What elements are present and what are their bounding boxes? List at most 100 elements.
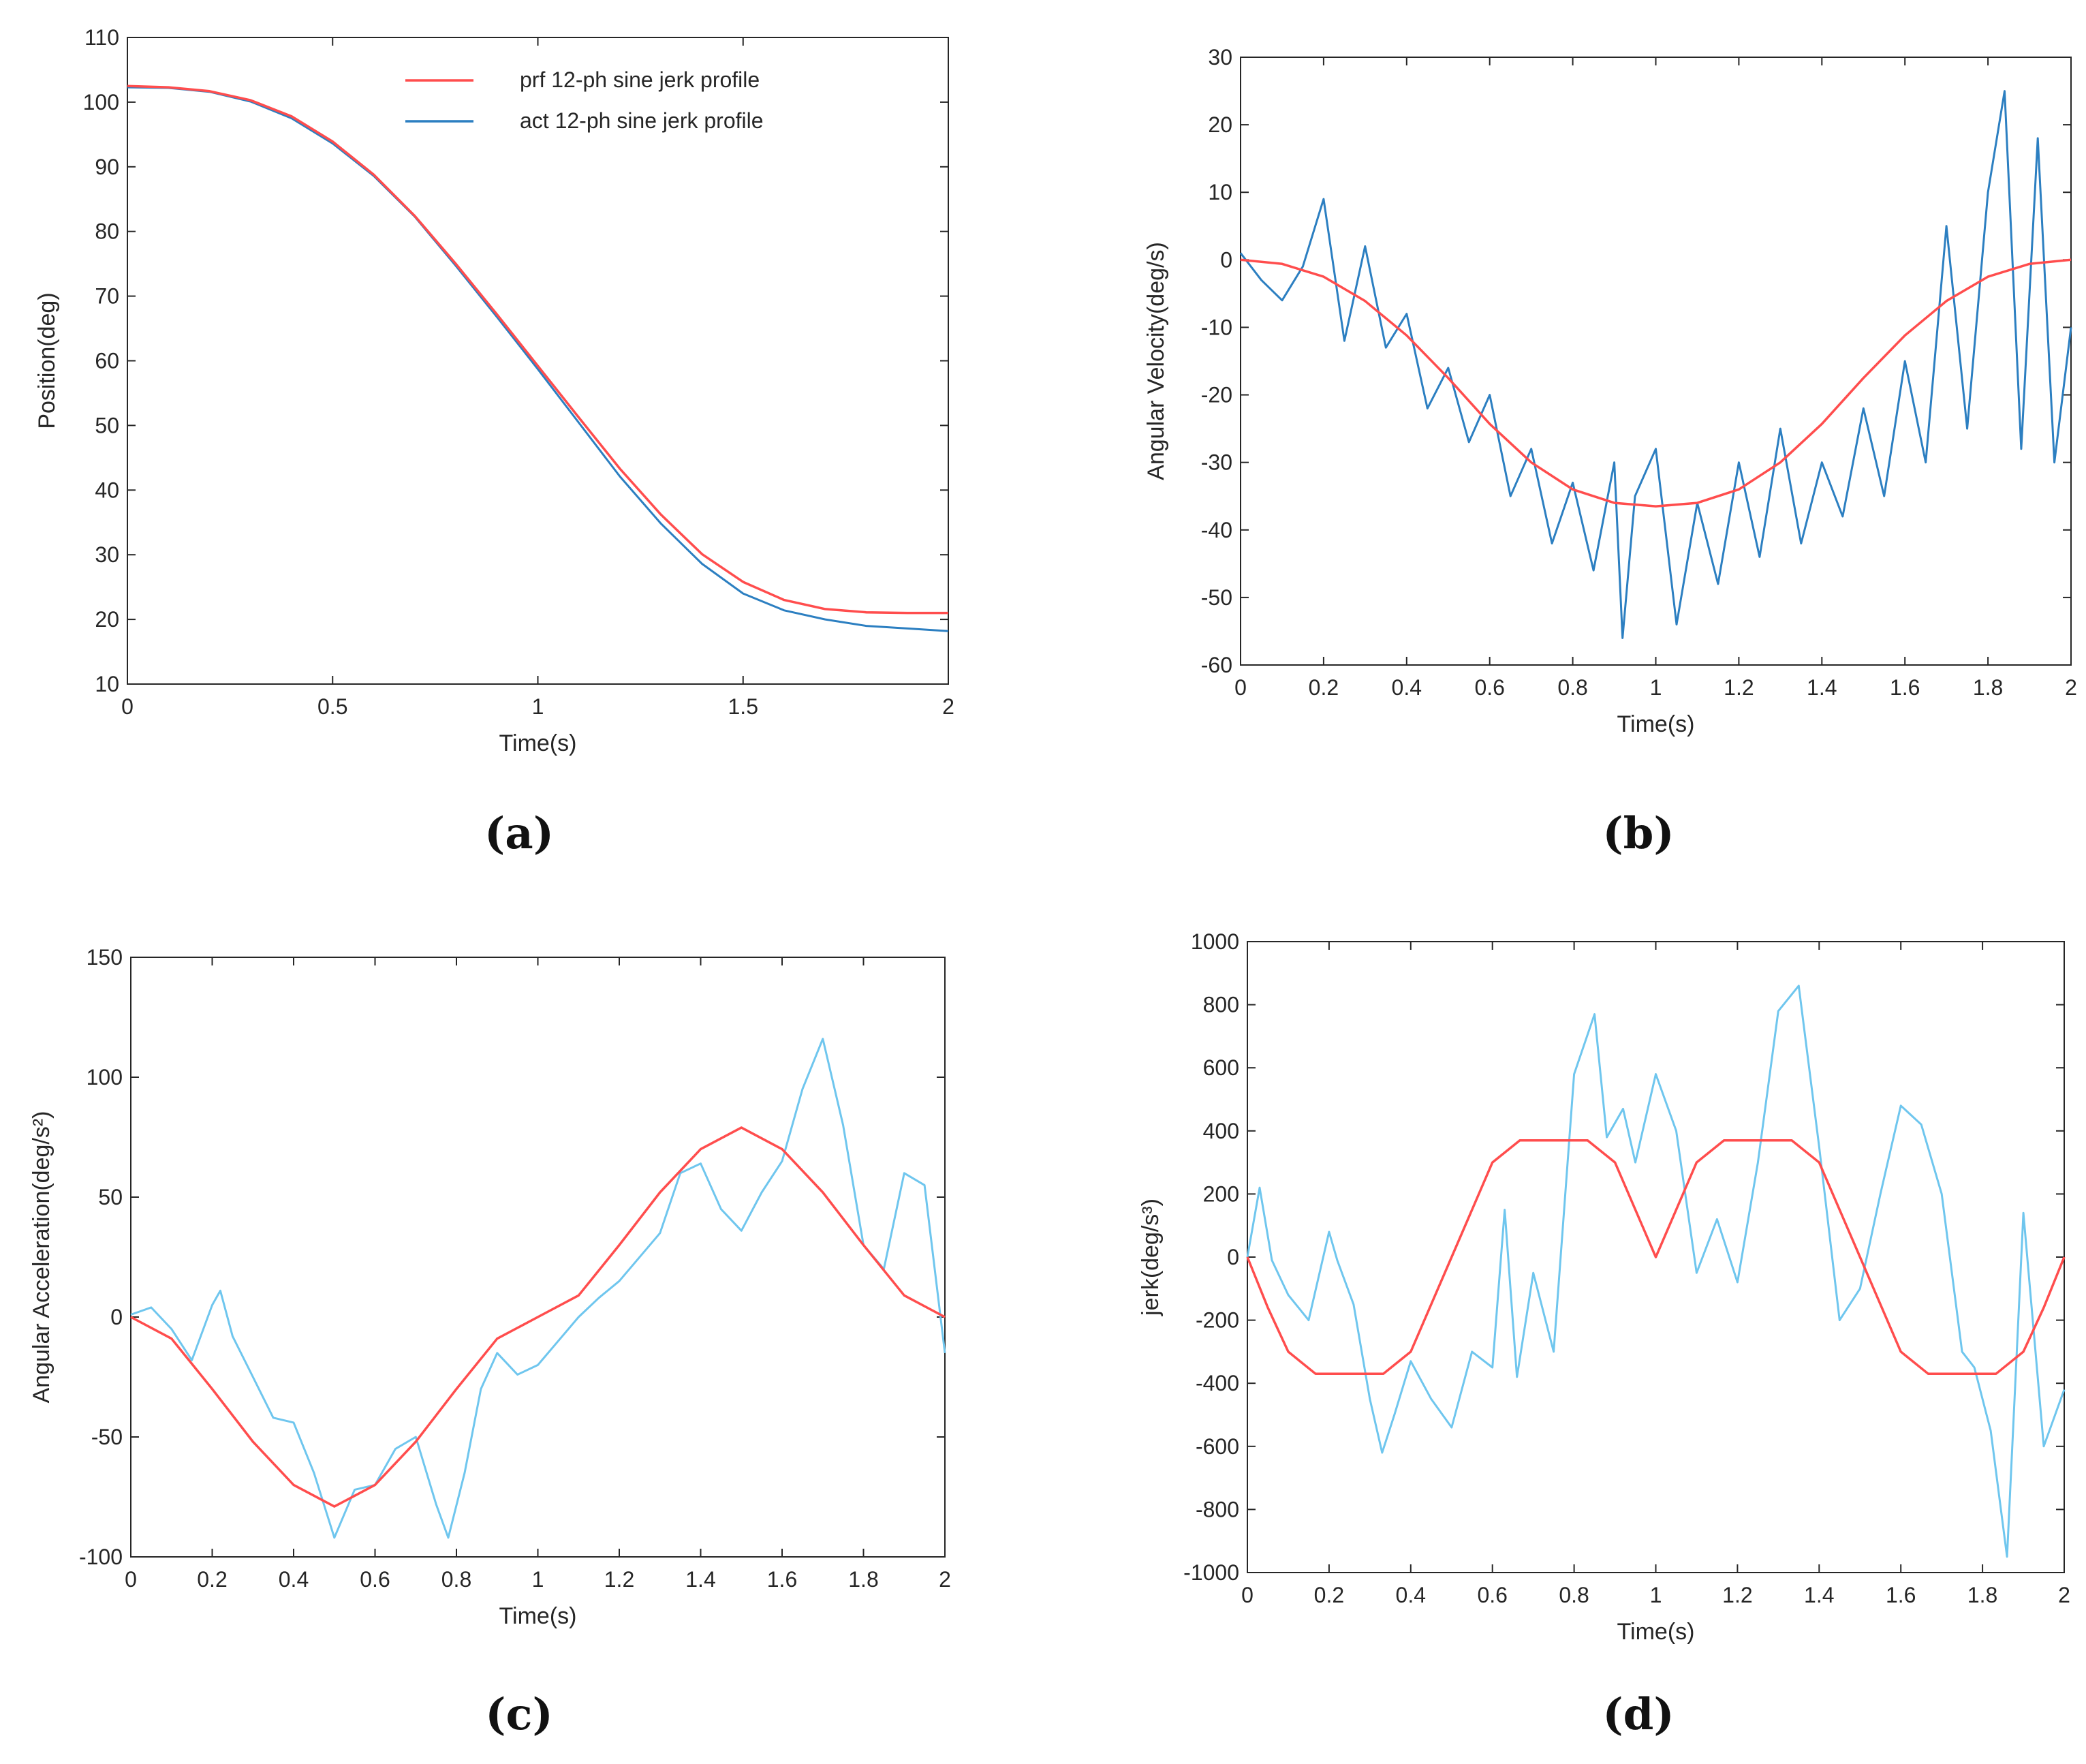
x-tick-label: 1.2: [1722, 1583, 1752, 1607]
x-tick-label: 1.4: [1807, 675, 1837, 700]
x-tick-label: 1.5: [728, 694, 758, 719]
y-tick-label: 50: [98, 1185, 123, 1209]
y-tick-label: 30: [95, 542, 119, 567]
plot-frame: [127, 37, 949, 685]
y-tick-label: 40: [95, 478, 119, 502]
series-line-reference: [1246, 1139, 2066, 1376]
x-tick-label: 0.6: [360, 1567, 390, 1592]
y-tick-label: -400: [1196, 1371, 1239, 1395]
y-tick-label: 200: [1203, 1181, 1239, 1206]
x-tick-label: 1.2: [604, 1567, 634, 1592]
y-tick-label: -40: [1201, 518, 1232, 542]
x-axis-title: Time(s): [1617, 1619, 1695, 1645]
x-tick-label: 1: [532, 1567, 544, 1592]
y-tick-label: -200: [1196, 1308, 1239, 1333]
panel-label-a: (a): [484, 808, 554, 859]
x-tick-label: 2: [939, 1567, 951, 1592]
x-tick-label: 1: [532, 694, 544, 719]
chart-c: 0 0.2 0.4 0.6 0.8 1 1.2 1.4 1.6 1.8 2 -100 -50 0 50 100…: [29, 945, 951, 1629]
x-tick-label: 1.2: [1724, 675, 1754, 700]
y-tick-label: 20: [95, 607, 119, 632]
series-line-actual: [1246, 985, 2066, 1558]
x-tick-label: 1.8: [1967, 1583, 1997, 1607]
y-axis-title: Position(deg): [34, 292, 60, 429]
x-tick-label: 0.5: [317, 694, 347, 719]
x-tick-label: 2: [2065, 675, 2077, 700]
x-tick-label: 0: [125, 1567, 137, 1592]
x-tick-label: 2: [2058, 1583, 2070, 1607]
panel-label-c: (c): [485, 1689, 553, 1740]
y-tick-label: 100: [83, 90, 119, 114]
series-line-actual: [127, 86, 949, 632]
panel-label-d: (d): [1602, 1689, 1674, 1740]
y-tick-label: -600: [1196, 1434, 1239, 1459]
x-tick-label: 0.4: [1396, 1583, 1426, 1607]
y-tick-label: -10: [1201, 315, 1232, 339]
x-tick-label: 2: [942, 694, 954, 719]
x-tick-label: 0.6: [1477, 1583, 1507, 1607]
legend-entry: prf 12-ph sine jerk profile: [520, 67, 760, 92]
series-line-actual: [1239, 90, 2072, 639]
y-tick-label: -50: [91, 1425, 123, 1449]
y-tick-label: 0: [110, 1305, 123, 1329]
y-tick-label: 90: [95, 155, 119, 179]
x-tick-label: 1.6: [767, 1567, 797, 1592]
x-tick-label: 0.8: [1559, 1583, 1589, 1607]
y-tick-label: 30: [1208, 45, 1232, 69]
panel-label-b: (b): [1602, 808, 1674, 859]
x-tick-label: 0: [1234, 675, 1247, 700]
y-tick-label: 800: [1203, 993, 1239, 1017]
x-tick-label: 0.8: [1557, 675, 1587, 700]
legend-entry: act 12-ph sine jerk profile: [520, 108, 764, 133]
y-tick-label: 70: [95, 284, 119, 309]
x-tick-label: 1.4: [685, 1567, 715, 1592]
y-tick-label: 150: [87, 945, 123, 970]
x-tick-label: 0: [1241, 1583, 1254, 1607]
plot-frame: [1240, 57, 2072, 666]
x-tick-label: 0.8: [441, 1567, 471, 1592]
y-axis-title: jerk(deg/s³): [1138, 1198, 1164, 1316]
y-tick-label: 50: [95, 413, 119, 437]
x-tick-label: 0.4: [279, 1567, 309, 1592]
y-tick-label: -1000: [1183, 1560, 1239, 1585]
y-tick-label: 110: [84, 25, 119, 50]
x-tick-label: 1.4: [1804, 1583, 1834, 1607]
y-tick-label: 400: [1203, 1119, 1239, 1143]
y-tick-label: -60: [1201, 653, 1232, 677]
x-tick-label: 0.2: [197, 1567, 227, 1592]
y-tick-label: -50: [1201, 585, 1232, 610]
plot-frame: [130, 957, 946, 1558]
y-tick-label: 10: [95, 672, 119, 696]
y-axis-title: Angular Velocity(deg/s): [1143, 242, 1169, 480]
x-tick-label: 1.8: [1973, 675, 2003, 700]
x-tick-label: 1.8: [848, 1567, 878, 1592]
x-axis-title: Time(s): [499, 730, 577, 756]
y-tick-label: -20: [1201, 383, 1232, 407]
x-axis-title: Time(s): [499, 1603, 577, 1629]
y-tick-label: -800: [1196, 1497, 1239, 1521]
x-tick-label: 0: [121, 694, 134, 719]
series-line-reference: [127, 84, 948, 615]
y-tick-label: 80: [95, 219, 119, 244]
y-tick-label: -30: [1201, 450, 1232, 475]
y-tick-label: 60: [95, 349, 119, 373]
y-axis-title: Angular Acceleration(deg/s²): [29, 1111, 55, 1403]
series-line-reference: [130, 1126, 946, 1508]
series-line-reference: [1240, 258, 2072, 508]
x-tick-label: 1.6: [1890, 675, 1920, 700]
x-tick-label: 0.2: [1314, 1583, 1344, 1607]
series-line-actual: [130, 1038, 946, 1539]
x-tick-label: 1: [1650, 1583, 1662, 1607]
y-tick-label: 1000: [1191, 929, 1239, 954]
x-tick-label: 0.2: [1309, 675, 1339, 700]
y-tick-label: 10: [1208, 180, 1232, 204]
chart-d: 0 0.2 0.4 0.6 0.8 1 1.2 1.4 1.6 1.8 2 -1000 -800 -600…: [1138, 929, 2070, 1645]
x-tick-label: 0.6: [1474, 675, 1504, 700]
x-tick-label: 1.6: [1886, 1583, 1916, 1607]
y-tick-label: 0: [1220, 247, 1232, 272]
x-tick-label: 1: [1650, 675, 1662, 700]
y-tick-label: -100: [79, 1545, 123, 1569]
y-tick-label: 600: [1203, 1055, 1239, 1080]
x-axis-title: Time(s): [1617, 711, 1695, 737]
